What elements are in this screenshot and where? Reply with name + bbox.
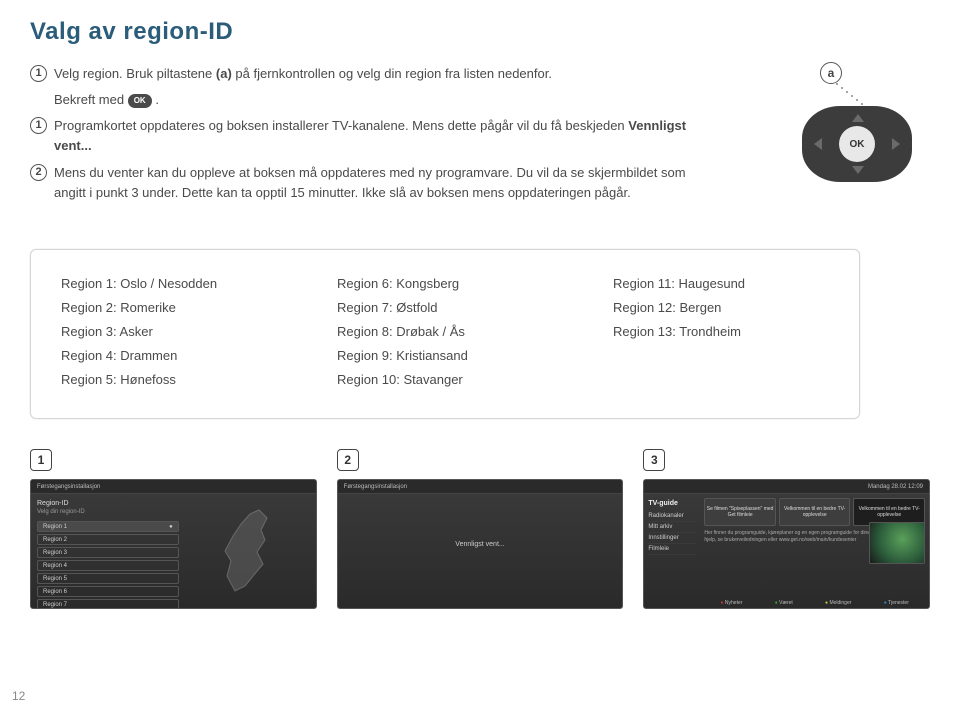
step-1b: Bekreft med OK . <box>54 90 702 110</box>
ok-icon: OK <box>128 94 152 108</box>
picker-title: Region-ID <box>37 500 179 507</box>
picker-row[interactable]: Region 7 <box>37 599 179 609</box>
thumb[interactable]: Velkommen til en bedre TV-opplevelse <box>779 498 851 526</box>
tv-screen: Førstegangsinstallasjon Region-ID Velg d… <box>30 479 317 609</box>
screenshot-number: 3 <box>643 449 665 471</box>
step-1a: 1 Velg region. Bruk piltastene (a) på fj… <box>30 64 702 84</box>
row-label: Region 2 <box>43 537 67 543</box>
callout-label-a: a <box>820 62 842 84</box>
region-item: Region 4: Drammen <box>61 344 277 368</box>
region-item: Region 3: Asker <box>61 320 277 344</box>
arrow-left-icon <box>814 138 822 150</box>
region-item: Region 8: Drøbak / Ås <box>337 320 553 344</box>
map-icon <box>185 494 316 608</box>
screenshots: 1 Førstegangsinstallasjon Region-ID Velg… <box>30 449 930 609</box>
picker-row[interactable]: Region 3 <box>37 547 179 558</box>
text: Velg region. Bruk piltastene <box>54 66 216 81</box>
region-col-3: Region 11: Haugesund Region 12: Bergen R… <box>613 272 829 392</box>
region-item: Region 7: Østfold <box>337 296 553 320</box>
region-col-2: Region 6: Kongsberg Region 7: Østfold Re… <box>337 272 553 392</box>
text: Programkortet oppdateres og boksen insta… <box>54 118 628 133</box>
picker-row[interactable]: Region 2 <box>37 534 179 545</box>
top-row: 1 Velg region. Bruk piltastene (a) på fj… <box>30 64 930 209</box>
callout-ref: (a) <box>216 66 232 81</box>
menu-item[interactable]: Filmleie <box>648 544 696 555</box>
step-1c: 1 Programkortet oppdateres og boksen ins… <box>30 116 702 156</box>
row-label: Region 5 <box>43 576 67 582</box>
tv-menu: TV-guide Radiokanaler Mitt arkiv Innstil… <box>644 494 700 608</box>
step-text: Programkortet oppdateres og boksen insta… <box>54 116 702 156</box>
picker-subtitle: Velg din region-ID <box>37 509 179 515</box>
selected-icon: ● <box>169 524 173 530</box>
screenshot-number: 2 <box>337 449 359 471</box>
menu-item[interactable]: Innstillinger <box>648 533 696 544</box>
screenshot-2: 2 Førstegangsinstallasjon Vennligst vent… <box>337 449 624 609</box>
screenshot-number: 1 <box>30 449 52 471</box>
region-table: Region 1: Oslo / Nesodden Region 2: Rome… <box>30 249 860 419</box>
thumb[interactable]: Se filmen "Spiseplassen" med Get filmlei… <box>704 498 776 526</box>
page-number: 12 <box>12 689 25 703</box>
menu-title: TV-guide <box>648 500 696 507</box>
step-number: 1 <box>30 117 47 134</box>
region-item: Region 6: Kongsberg <box>337 272 553 296</box>
arrow-right-icon <box>892 138 900 150</box>
tv-content: Se filmen "Spiseplassen" med Get filmlei… <box>700 494 929 608</box>
picker-row[interactable]: Region 5 <box>37 573 179 584</box>
region-col-1: Region 1: Oslo / Nesodden Region 2: Rome… <box>61 272 277 392</box>
region-item: Region 13: Trondheim <box>613 320 829 344</box>
region-item: Region 11: Haugesund <box>613 272 829 296</box>
region-item: Region 10: Stavanger <box>337 368 553 392</box>
instructions: 1 Velg region. Bruk piltastene (a) på fj… <box>30 64 702 209</box>
step-text: Mens du venter kan du oppleve at boksen … <box>54 163 702 203</box>
region-item: Region 9: Kristiansand <box>337 344 553 368</box>
ok-button: OK <box>839 126 875 162</box>
remote-control: OK <box>802 106 912 182</box>
remote-diagram: a OK <box>730 64 930 209</box>
row-label: Region 6 <box>43 589 67 595</box>
step-text: Velg region. Bruk piltastene (a) på fjer… <box>54 64 702 84</box>
clock-text: Mandag 28.02 12:09 <box>868 484 923 490</box>
row-label: Region 4 <box>43 563 67 569</box>
tv-screen: Førstegangsinstallasjon Vennligst vent..… <box>337 479 624 609</box>
row-label: Region 3 <box>43 550 67 556</box>
step-number: 2 <box>30 164 47 181</box>
step-number: 1 <box>30 65 47 82</box>
tv-header: Førstegangsinstallasjon <box>31 480 316 494</box>
picker-row[interactable]: Region 4 <box>37 560 179 571</box>
picker-row[interactable]: Region 6 <box>37 586 179 597</box>
step-2: 2 Mens du venter kan du oppleve at bokse… <box>30 163 702 203</box>
screenshot-3: 3 Mandag 28.02 12:09 TV-guide Radiokanal… <box>643 449 930 609</box>
hummingbird-image <box>869 522 925 564</box>
text: . <box>155 92 159 107</box>
page-title: Valg av region-ID <box>30 18 930 46</box>
wait-text: Vennligst vent... <box>338 480 623 608</box>
screenshot-1: 1 Førstegangsinstallasjon Region-ID Velg… <box>30 449 317 609</box>
yellow-button[interactable]: Meldinger <box>825 600 851 606</box>
text: Bekreft med <box>54 92 128 107</box>
arrow-up-icon <box>852 114 864 122</box>
tv-header: Mandag 28.02 12:09 <box>644 480 929 494</box>
row-label: Region 1 <box>43 524 67 530</box>
green-button[interactable]: Været <box>775 600 793 606</box>
menu-item[interactable]: Radiokanaler <box>648 511 696 522</box>
region-picker: Region-ID Velg din region-ID Region 1 ● … <box>31 494 185 608</box>
picker-row[interactable]: Region 1 ● <box>37 521 179 532</box>
red-button[interactable]: Nyheter <box>720 600 742 606</box>
region-item: Region 5: Hønefoss <box>61 368 277 392</box>
tv-screen: Mandag 28.02 12:09 TV-guide Radiokanaler… <box>643 479 930 609</box>
header-text: Førstegangsinstallasjon <box>37 484 100 490</box>
color-buttons: Nyheter Været Meldinger Tjenester <box>704 600 925 606</box>
arrow-down-icon <box>852 166 864 174</box>
region-item: Region 1: Oslo / Nesodden <box>61 272 277 296</box>
menu-item[interactable]: Mitt arkiv <box>648 522 696 533</box>
region-item: Region 12: Bergen <box>613 296 829 320</box>
row-label: Region 7 <box>43 602 67 608</box>
text: på fjernkontrollen og velg din region fr… <box>235 66 552 81</box>
region-item: Region 2: Romerike <box>61 296 277 320</box>
blue-button[interactable]: Tjenester <box>884 600 909 606</box>
